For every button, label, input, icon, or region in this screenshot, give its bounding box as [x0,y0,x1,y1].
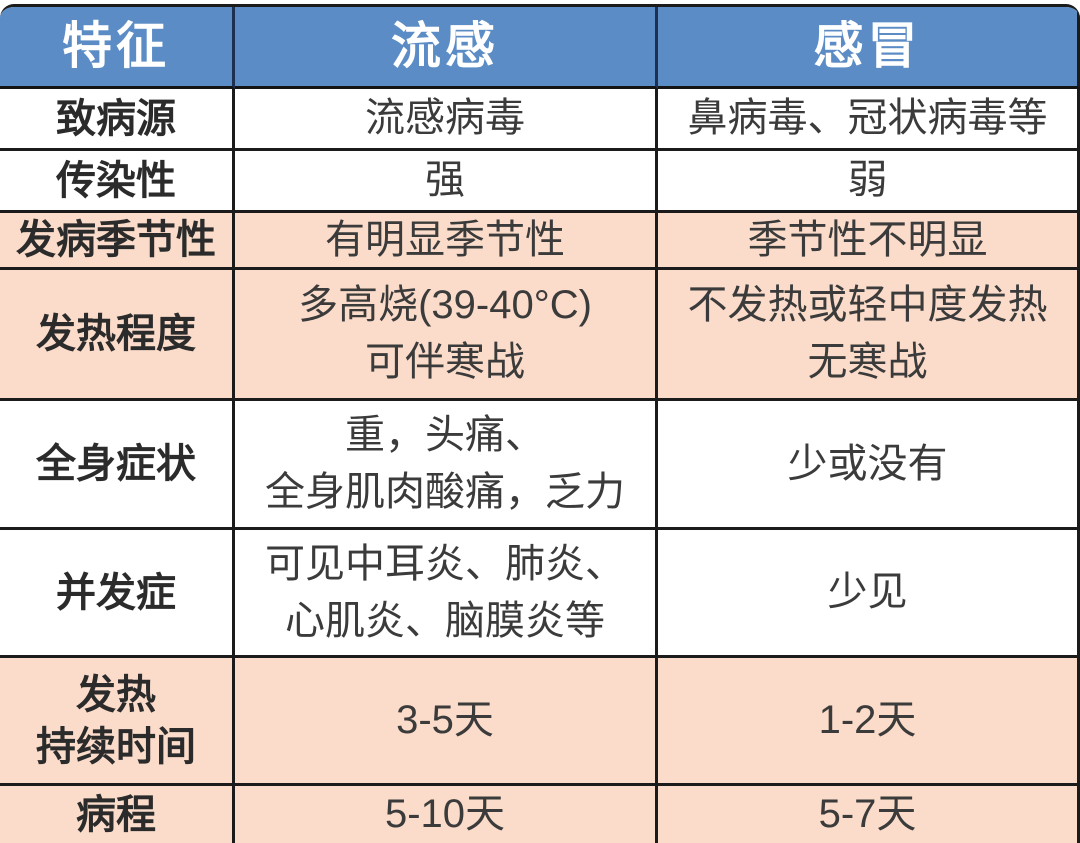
row-complications-label: 并发症 [0,530,235,658]
row-fever-duration-label: 发热 持续时间 [0,658,235,786]
row-fever-duration-cold-value: 1-2天 [658,658,1080,786]
row-fever-degree-flu-value: 多高烧(39-40°C) 可伴寒战 [235,270,658,401]
header-cell-cold: 感冒 [658,7,1080,89]
row-pathogen-cold-value: 鼻病毒、冠状病毒等 [658,89,1080,151]
row-seasonality-cold-value: 季节性不明显 [658,213,1080,270]
row-course-cold-value: 5-7天 [658,786,1080,843]
table-grid: 特征 流感 感冒 致病源 流感病毒 鼻病毒、冠状病毒等 传染性 强 弱 发病季节… [0,7,1080,843]
row-seasonality-label: 发病季节性 [0,213,235,270]
row-complications-cold-value: 少见 [658,530,1080,658]
row-pathogen-flu-value: 流感病毒 [235,89,658,151]
header-cell-flu: 流感 [235,7,658,89]
row-contagiousness-label: 传染性 [0,151,235,213]
row-complications-flu-value: 可见中耳炎、肺炎、 心肌炎、脑膜炎等 [235,530,658,658]
row-systemic-symptoms-label: 全身症状 [0,401,235,530]
row-pathogen-label: 致病源 [0,89,235,151]
row-course-label: 病程 [0,786,235,843]
header-cell-feature: 特征 [0,7,235,89]
row-systemic-symptoms-cold-value: 少或没有 [658,401,1080,530]
row-contagiousness-flu-value: 强 [235,151,658,213]
row-fever-degree-cold-value: 不发热或轻中度发热 无寒战 [658,270,1080,401]
row-course-flu-value: 5-10天 [235,786,658,843]
flu-vs-cold-comparison-table: 特征 流感 感冒 致病源 流感病毒 鼻病毒、冠状病毒等 传染性 强 弱 发病季节… [0,4,1080,843]
row-fever-duration-flu-value: 3-5天 [235,658,658,786]
row-fever-degree-label: 发热程度 [0,270,235,401]
row-contagiousness-cold-value: 弱 [658,151,1080,213]
row-systemic-symptoms-flu-value: 重，头痛、 全身肌肉酸痛，乏力 [235,401,658,530]
row-seasonality-flu-value: 有明显季节性 [235,213,658,270]
